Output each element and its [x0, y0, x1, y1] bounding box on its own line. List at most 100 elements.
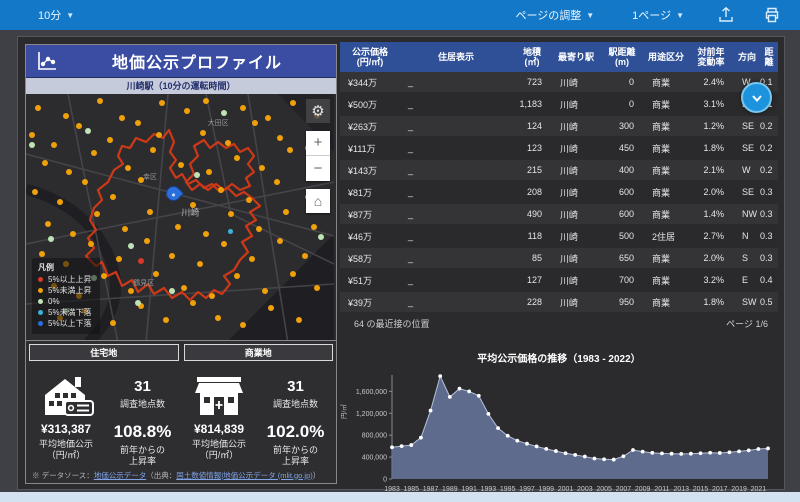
map-point[interactable] — [224, 139, 231, 146]
map-point[interactable] — [227, 228, 233, 234]
map-point[interactable] — [57, 199, 64, 206]
table-row[interactable]: ¥111万 _ 123 川崎 450 商業 1.8% SE 0.2 — [340, 138, 778, 158]
map-point[interactable] — [289, 100, 296, 107]
map-point[interactable] — [44, 221, 51, 228]
data-source-origin-link[interactable]: 国土数値情報|地価公示データ (mlit.go.jp) — [176, 470, 313, 480]
table-row[interactable]: ¥87万 _ 490 川崎 600 商業 1.4% NW 0.3 — [340, 204, 778, 224]
map-point[interactable] — [184, 107, 191, 114]
table-row[interactable]: ¥39万 _ 228 川崎 950 商業 1.8% SW 0.5 — [340, 292, 778, 312]
column-header[interactable]: 住居表示 — [437, 52, 474, 62]
map-point[interactable] — [29, 132, 36, 139]
map-point[interactable] — [311, 223, 318, 230]
map-point[interactable] — [274, 179, 281, 186]
map-point[interactable] — [252, 120, 259, 127]
table-row[interactable]: ¥51万 _ 127 川崎 700 商業 3.2% E 0.4 — [340, 270, 778, 290]
map-point[interactable] — [35, 105, 42, 112]
map-point[interactable] — [283, 208, 290, 215]
map-point[interactable] — [134, 300, 141, 307]
table-row[interactable]: ¥263万 _ 124 川崎 300 商業 1.2% SE 0.2 — [340, 116, 778, 136]
map-point[interactable] — [205, 169, 212, 176]
map-point[interactable] — [302, 253, 308, 260]
map-settings-button[interactable]: ⚙ — [306, 98, 330, 123]
map-point[interactable] — [32, 189, 39, 196]
data-source-link[interactable]: 地価公示データ — [93, 470, 147, 480]
map-point[interactable] — [50, 142, 57, 149]
map-point[interactable] — [162, 317, 169, 324]
map-home-button[interactable]: ⌂ — [306, 188, 330, 213]
map-point[interactable] — [128, 287, 135, 294]
map-point[interactable] — [109, 319, 116, 326]
map-point[interactable] — [125, 164, 132, 171]
map-point[interactable] — [75, 122, 82, 129]
map-point[interactable] — [209, 292, 215, 299]
map-point[interactable] — [277, 238, 284, 245]
map-point[interactable] — [168, 253, 175, 260]
map-point[interactable] — [255, 226, 262, 233]
map-point[interactable] — [202, 97, 209, 104]
map-point[interactable] — [193, 171, 200, 178]
table-row[interactable]: ¥58万 _ 85 川崎 650 商業 2.0% S 0.3 — [340, 248, 778, 268]
map-point[interactable] — [159, 100, 166, 107]
map-point[interactable] — [196, 260, 203, 267]
map-point[interactable] — [69, 231, 76, 238]
map-point[interactable] — [116, 255, 122, 262]
export-button[interactable] — [716, 5, 736, 25]
page-count-dropdown[interactable]: 1ページ ▼ — [626, 7, 690, 23]
map-point[interactable] — [317, 233, 324, 240]
map-point[interactable] — [218, 186, 225, 193]
map-point[interactable] — [221, 240, 228, 247]
column-header[interactable]: 最寄り駅 — [557, 52, 594, 62]
duration-dropdown[interactable]: 10分 ▼ — [32, 7, 80, 23]
map-point[interactable] — [261, 287, 268, 294]
table-row[interactable]: ¥81万 _ 208 川崎 600 商業 2.0% SE 0.3 — [340, 182, 778, 202]
column-header[interactable]: 公示価格 (円/㎡) — [351, 47, 388, 67]
map-point[interactable] — [97, 97, 104, 104]
column-header[interactable]: 距離 — [764, 47, 774, 67]
map-point[interactable] — [38, 250, 45, 257]
map-point[interactable] — [94, 211, 101, 218]
map-point[interactable] — [233, 273, 240, 280]
map-point[interactable] — [100, 273, 107, 280]
zoom-in-button[interactable]: + — [306, 131, 330, 157]
map-point[interactable] — [202, 231, 209, 238]
map-point[interactable] — [147, 208, 153, 215]
map-point[interactable] — [267, 305, 274, 312]
map-point[interactable] — [264, 115, 271, 122]
print-button[interactable] — [762, 5, 782, 25]
map-point[interactable] — [295, 317, 302, 324]
map-point[interactable] — [41, 159, 48, 166]
column-header[interactable]: 対前年 変動率 — [697, 47, 725, 67]
map-point[interactable] — [227, 211, 234, 218]
zoom-out-button[interactable]: − — [313, 159, 323, 177]
map-point[interactable] — [137, 302, 144, 309]
map-point[interactable] — [314, 285, 321, 292]
column-header[interactable]: 用途区分 — [647, 52, 684, 62]
map-point[interactable] — [143, 238, 150, 245]
map-point[interactable] — [85, 127, 91, 134]
table-row[interactable]: ¥46万 _ 118 川崎 500 2住居 2.7% N 0.3 — [340, 226, 778, 246]
map-point[interactable] — [47, 236, 54, 243]
map-point[interactable] — [221, 110, 228, 117]
map-point[interactable] — [29, 142, 36, 149]
column-header[interactable]: 方向 — [737, 52, 756, 62]
map-point[interactable] — [88, 240, 95, 247]
map-point[interactable] — [91, 149, 98, 156]
table-row[interactable]: ¥143万 _ 215 川崎 400 商業 2.1% W 0.2 — [340, 160, 778, 180]
map-point[interactable] — [178, 162, 184, 169]
map-point[interactable] — [199, 129, 206, 136]
map-point[interactable] — [137, 176, 144, 183]
residential-button[interactable]: 住宅地 — [29, 344, 179, 362]
map[interactable]: 大田区 幸区 川崎 鶴見区 ⚙ + − ⌂ 凡例 5%以上上昇 5%未満上昇 0% 5%未満… — [26, 93, 336, 342]
map-point[interactable] — [66, 169, 73, 176]
map-point[interactable] — [134, 120, 141, 127]
map-point[interactable] — [153, 270, 160, 277]
map-point[interactable] — [128, 243, 135, 250]
map-point[interactable] — [150, 147, 157, 154]
map-point[interactable] — [233, 154, 240, 161]
map-point[interactable] — [190, 300, 197, 307]
map-point[interactable] — [258, 164, 265, 171]
map-point[interactable] — [215, 314, 222, 321]
map-point[interactable] — [63, 112, 70, 119]
map-point[interactable] — [249, 255, 256, 262]
page-fit-dropdown[interactable]: ページの調整 ▼ — [509, 7, 600, 23]
